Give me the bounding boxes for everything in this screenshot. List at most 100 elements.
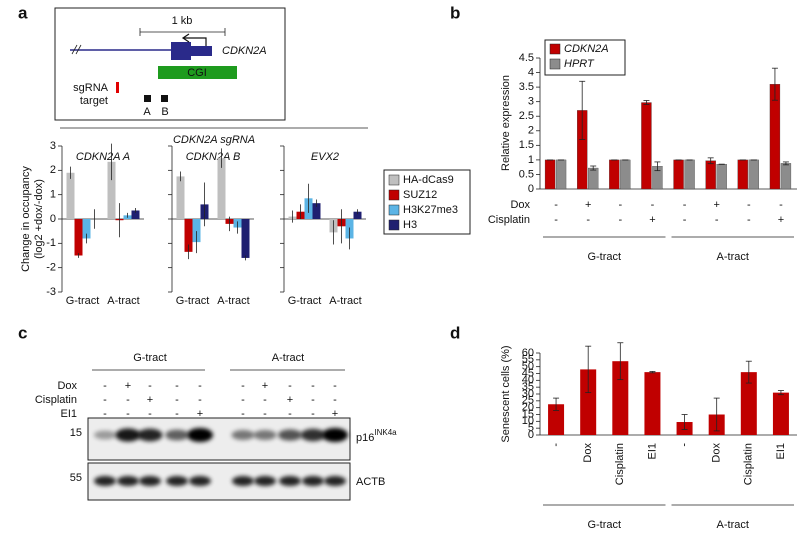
target-label: target [80, 95, 108, 107]
cgi-bar [158, 66, 237, 79]
legend-label: HA-dCas9 [403, 174, 454, 186]
y-tick-label: 3.5 [519, 81, 534, 93]
group-label: A-tract [717, 519, 749, 531]
x-tick-label: G-tract [66, 295, 100, 307]
panel-label: c [18, 323, 27, 342]
condition-value: - [586, 214, 590, 226]
bar [312, 203, 321, 219]
condition-label: Cisplatin [488, 214, 530, 226]
y-tick-label: 60 [522, 347, 534, 359]
legend-swatch [549, 43, 561, 55]
group-label: A-tract [717, 251, 749, 263]
legend-swatch [388, 174, 400, 186]
condition-value: - [554, 214, 558, 226]
bar [641, 102, 652, 190]
condition-value: - [747, 199, 751, 211]
blot-band [117, 476, 139, 486]
bar [107, 161, 116, 219]
y-axis-label: Relative expression [500, 75, 512, 171]
blot-band [165, 429, 189, 441]
y-tick-label: 2.5 [519, 110, 534, 122]
condition-value: + [585, 199, 591, 211]
tss-arrow [181, 33, 207, 46]
break-mark [71, 44, 78, 55]
x-tick-label: Cisplatin [614, 443, 626, 485]
condition-value: - [175, 380, 179, 392]
legend-label: H3 [403, 219, 417, 231]
blot-band [253, 430, 277, 440]
x-tick-label: EI1 [646, 443, 658, 460]
blot-band [187, 428, 213, 442]
bar [184, 219, 193, 252]
condition-value: - [618, 214, 622, 226]
bar [620, 159, 631, 190]
condition-label: Cisplatin [35, 394, 77, 406]
bar [548, 404, 565, 435]
condition-label: EI1 [60, 408, 77, 420]
bar [192, 219, 201, 243]
condition-value: - [288, 408, 292, 420]
mw-marker: 15 [70, 427, 82, 439]
bar [737, 159, 748, 190]
bar [705, 160, 716, 190]
bar [241, 219, 250, 258]
y-tick-label: -3 [46, 286, 56, 298]
diagram-frame [54, 7, 286, 121]
blot-band [93, 430, 117, 440]
bar [673, 159, 684, 190]
group-label: G-tract [587, 519, 621, 531]
condition-value: + [332, 408, 338, 420]
bar [684, 159, 695, 190]
bar [612, 361, 629, 435]
condition-value: - [333, 380, 337, 392]
bar [176, 176, 185, 219]
bar [740, 372, 757, 435]
condition-value: + [262, 380, 268, 392]
bar [74, 219, 83, 256]
exon [171, 42, 191, 60]
legend-label: CDKN2A [564, 43, 609, 55]
blot-band [322, 428, 348, 442]
cgi-label: CGI [187, 67, 207, 79]
condition-value: + [197, 408, 203, 420]
blot-band [115, 428, 141, 442]
legend-swatch [549, 58, 561, 70]
band-label: p16 [356, 432, 374, 444]
condition-value: - [715, 214, 719, 226]
y-axis-label: Change in occupancy [20, 166, 32, 272]
group-label: G-tract [133, 352, 167, 364]
legend-swatch [388, 189, 400, 201]
facet-title: CDKN2A A [76, 151, 130, 163]
y-tick-label: 5 [528, 422, 534, 434]
condition-value: - [333, 394, 337, 406]
gene-diagram: 1 kb CDKN2A CGI sgRNA target A B [54, 7, 286, 121]
sgrna-label: sgRNA [73, 82, 109, 94]
site-mark [161, 95, 168, 102]
bar [131, 210, 140, 219]
band-label: p16INK4a [356, 428, 397, 444]
blot-band [94, 476, 116, 486]
legend-frame [544, 39, 626, 76]
site-mark [144, 95, 151, 102]
blot-band [302, 476, 324, 486]
y-tick-label: 0 [50, 213, 56, 225]
condition-value: - [241, 380, 245, 392]
site-label: A [143, 106, 151, 118]
scale-label: 1 kb [172, 15, 193, 27]
bar [748, 159, 759, 190]
condition-value: - [263, 394, 267, 406]
y-tick-label: 1 [528, 154, 534, 166]
group-label: A-tract [272, 352, 304, 364]
condition-value: - [311, 408, 315, 420]
legend: HA-dCas9 SUZ12 H3K27me3 H3 [383, 169, 471, 235]
bar [82, 219, 91, 239]
panel-label: b [450, 3, 460, 22]
y-tick-label: 3 [50, 140, 56, 152]
panel-label: a [18, 3, 28, 22]
condition-value: - [683, 199, 687, 211]
y-tick-label: 55 [522, 354, 534, 366]
condition-value: - [103, 408, 107, 420]
condition-value: - [175, 394, 179, 406]
condition-value: - [241, 408, 245, 420]
band-label-sup: INK4a [374, 428, 397, 437]
